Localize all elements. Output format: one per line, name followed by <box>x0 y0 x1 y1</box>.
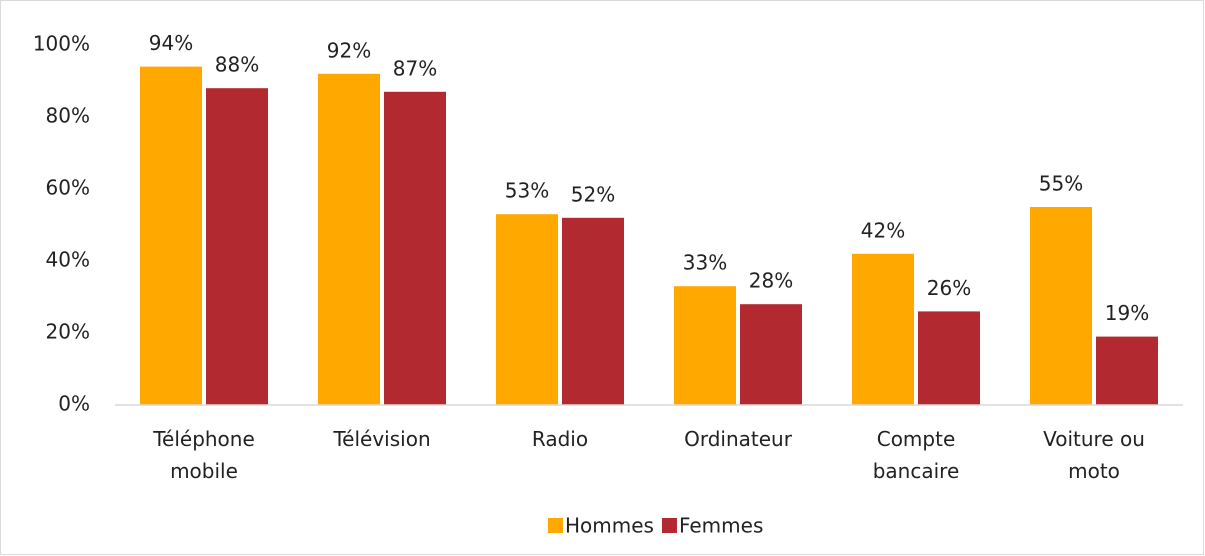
x-tick-label: Radio <box>532 427 588 451</box>
y-tick-label: 100% <box>33 32 90 56</box>
bar <box>918 311 980 405</box>
legend-swatch <box>548 518 563 533</box>
bar <box>206 88 268 405</box>
bar <box>1030 207 1092 405</box>
bar <box>318 73 380 406</box>
y-tick-label: 60% <box>46 176 90 200</box>
bar <box>140 66 202 405</box>
legend-swatch <box>661 518 677 533</box>
y-tick-label: 80% <box>46 104 90 128</box>
bar <box>674 286 736 405</box>
data-label: 28% <box>749 269 793 293</box>
data-label: 33% <box>683 251 727 275</box>
x-tick-label: Voiture ou moto <box>1043 427 1145 483</box>
x-tick-label: Télévision <box>332 427 430 451</box>
x-tick-label: Compte bancaire <box>873 427 960 483</box>
legend-label: Femmes <box>679 514 763 538</box>
data-label: 42% <box>861 218 905 242</box>
y-tick-label: 0% <box>58 392 90 416</box>
bar <box>496 214 558 405</box>
y-tick-label: 20% <box>46 320 90 344</box>
data-label: 94% <box>149 31 193 55</box>
data-label: 88% <box>215 53 259 77</box>
y-tick-label: 40% <box>46 248 90 272</box>
data-label: 52% <box>571 182 615 206</box>
data-label: 55% <box>1039 172 1083 196</box>
data-label: 53% <box>505 179 549 203</box>
data-label: 26% <box>927 276 971 300</box>
x-tick-label: Téléphone mobile <box>152 427 255 483</box>
data-label: 87% <box>393 56 437 80</box>
data-label: 92% <box>327 38 371 62</box>
data-label: 19% <box>1105 301 1149 325</box>
bar <box>562 217 624 405</box>
bar <box>384 91 446 406</box>
bar <box>852 253 914 405</box>
legend-label: Hommes <box>565 514 654 538</box>
x-tick-label: Ordinateur <box>684 427 793 451</box>
bar <box>1096 336 1158 405</box>
bar <box>740 304 802 405</box>
